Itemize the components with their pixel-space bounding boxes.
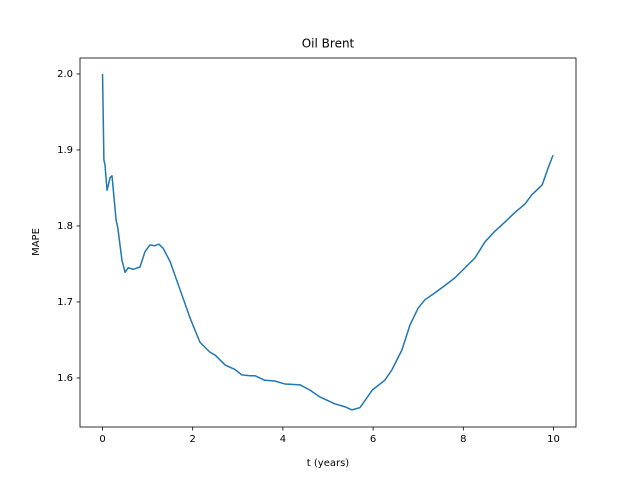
- x-axis-label: t (years): [307, 458, 350, 469]
- y-axis-label: MAPE: [31, 228, 42, 256]
- x-tick-label: 8: [460, 434, 466, 445]
- x-tick-label: 6: [370, 434, 376, 445]
- y-tick-label: 2.0: [57, 69, 73, 80]
- plot-frame: [79, 57, 577, 428]
- x-tick-label: 0: [99, 434, 105, 445]
- y-tick-label: 1.9: [57, 145, 73, 156]
- y-tick-label: 1.7: [57, 297, 73, 308]
- y-tick-label: 1.6: [57, 373, 73, 384]
- y-tick-label: 1.8: [57, 221, 73, 232]
- x-tick-label: 4: [280, 434, 286, 445]
- chart-title: Oil Brent: [302, 37, 355, 51]
- line: [101, 73, 554, 411]
- x-tick-label: 10: [547, 434, 560, 445]
- x-tick-label: 2: [190, 434, 196, 445]
